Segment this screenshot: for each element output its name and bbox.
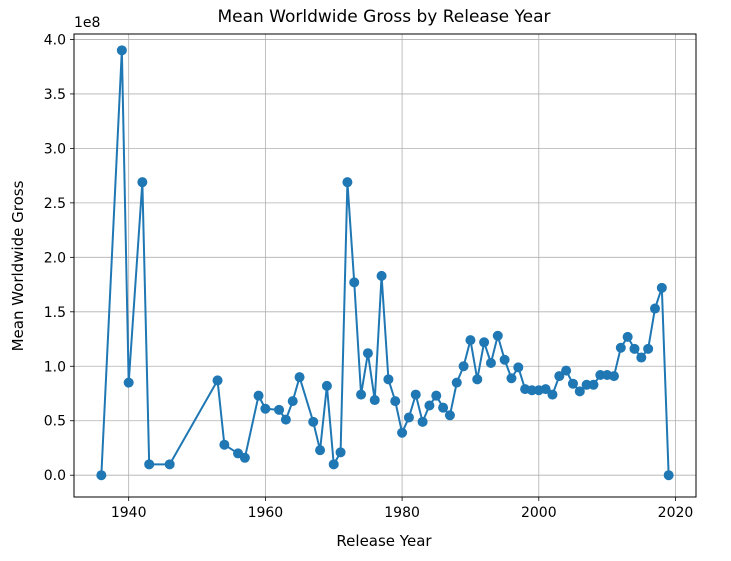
x-tick-label: 1980 bbox=[384, 505, 420, 521]
data-point bbox=[636, 352, 647, 363]
data-point bbox=[403, 412, 414, 423]
data-point bbox=[369, 395, 380, 406]
data-point bbox=[321, 380, 332, 391]
y-tick-label: 0.5 bbox=[44, 414, 66, 430]
data-point bbox=[581, 379, 592, 390]
y-tick-label: 2.5 bbox=[44, 196, 66, 212]
data-point bbox=[479, 337, 490, 348]
data-point bbox=[315, 445, 326, 456]
data-point bbox=[547, 389, 558, 400]
y-tick-label: 3.5 bbox=[44, 87, 66, 103]
data-point bbox=[506, 373, 517, 384]
data-point bbox=[561, 365, 572, 376]
data-point bbox=[444, 410, 455, 421]
x-axis-title: Release Year bbox=[336, 532, 432, 550]
data-point bbox=[212, 375, 223, 386]
data-point bbox=[643, 343, 654, 354]
data-point bbox=[588, 379, 599, 390]
data-point bbox=[383, 374, 394, 385]
y-offset-label: 1e8 bbox=[74, 15, 100, 31]
data-point bbox=[595, 369, 606, 380]
data-point bbox=[663, 470, 674, 481]
data-point bbox=[349, 277, 360, 288]
x-tick-label: 1960 bbox=[248, 505, 284, 521]
data-point bbox=[608, 371, 619, 382]
data-point bbox=[219, 439, 230, 450]
data-point bbox=[465, 335, 476, 346]
y-tick-label: 4.0 bbox=[44, 32, 66, 48]
data-point bbox=[567, 378, 578, 389]
data-point bbox=[492, 330, 503, 341]
data-point bbox=[260, 403, 271, 414]
data-point bbox=[499, 354, 510, 365]
data-point bbox=[397, 427, 408, 438]
data-point bbox=[438, 402, 449, 413]
data-point bbox=[294, 372, 305, 383]
y-tick-label: 1.5 bbox=[44, 305, 66, 321]
data-point bbox=[472, 374, 483, 385]
data-point bbox=[656, 282, 667, 293]
data-point bbox=[554, 371, 565, 382]
data-point bbox=[526, 385, 537, 396]
data-point bbox=[410, 389, 421, 400]
x-tick-label: 2020 bbox=[658, 505, 694, 521]
y-axis-title: Mean Worldwide Gross bbox=[9, 180, 27, 351]
y-tick-label: 0.0 bbox=[44, 468, 66, 484]
data-point bbox=[280, 414, 291, 425]
y-tick-label: 1.0 bbox=[44, 359, 66, 375]
y-tick-label: 3.0 bbox=[44, 141, 66, 157]
data-point bbox=[540, 384, 551, 395]
data-point bbox=[622, 331, 633, 342]
data-point bbox=[164, 459, 175, 470]
data-point bbox=[629, 343, 640, 354]
data-point bbox=[485, 358, 496, 369]
data-point bbox=[513, 362, 524, 373]
data-point bbox=[458, 361, 469, 372]
data-point bbox=[239, 452, 250, 463]
data-point bbox=[417, 416, 428, 427]
data-point bbox=[137, 177, 148, 188]
series bbox=[96, 45, 674, 481]
data-point bbox=[424, 400, 435, 411]
data-point bbox=[342, 177, 353, 188]
data-point bbox=[356, 389, 367, 400]
data-point bbox=[123, 377, 134, 388]
data-point bbox=[287, 396, 298, 407]
data-point bbox=[451, 377, 462, 388]
data-point bbox=[96, 470, 107, 481]
data-point bbox=[253, 390, 264, 401]
grid bbox=[74, 34, 696, 497]
data-point bbox=[335, 447, 346, 458]
data-point bbox=[308, 416, 319, 427]
chart-title: Mean Worldwide Gross by Release Year bbox=[217, 7, 550, 27]
data-point bbox=[274, 404, 285, 415]
data-point bbox=[362, 348, 373, 359]
data-point bbox=[649, 303, 660, 314]
data-point bbox=[116, 45, 127, 56]
x-tick-label: 1940 bbox=[111, 505, 147, 521]
plot-frame bbox=[73, 33, 697, 498]
data-point bbox=[574, 386, 585, 397]
data-point bbox=[431, 390, 442, 401]
data-point bbox=[144, 459, 155, 470]
data-point bbox=[615, 342, 626, 353]
y-tick-label: 2.0 bbox=[44, 250, 66, 266]
ticks: 1940 1960 1980 2000 2020 0.0 0.5 1.0 1.5 2.0 2.5 3.… bbox=[44, 32, 694, 521]
series-line bbox=[100, 49, 670, 476]
data-point bbox=[390, 396, 401, 407]
data-point bbox=[376, 270, 387, 281]
data-point bbox=[328, 459, 339, 470]
x-tick-label: 2000 bbox=[521, 505, 557, 521]
